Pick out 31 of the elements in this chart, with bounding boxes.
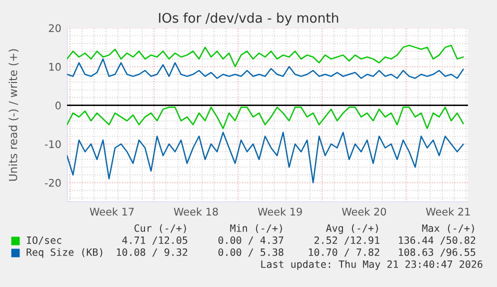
y-tick-label: 0 — [56, 102, 61, 110]
line-series — [67, 132, 464, 184]
text: 136.44 /50.82 — [398, 236, 476, 245]
x-tick-label: Week 20 — [342, 208, 386, 216]
text: Min (-/+) — [230, 224, 282, 234]
text: 108.63 /96.55 — [398, 248, 476, 257]
y-tick-label: 20 — [48, 24, 61, 32]
text: 10.08 / 9.32 — [116, 248, 188, 257]
text: Last update: Thu May 21 23:40:47 2026 — [261, 260, 482, 270]
text: 0.00 / 5.38 — [218, 248, 284, 257]
line-series — [67, 44, 464, 68]
legend-label: Req Size (KB) — [26, 248, 102, 258]
x-tick-label: Week 19 — [258, 208, 302, 216]
x-tick-label: Week 18 — [174, 208, 218, 216]
text: Avg (-/+) — [326, 224, 378, 234]
chart-title: IOs for /dev/vda - by month — [159, 12, 338, 26]
y-tick-label: -10 — [44, 140, 61, 148]
line-series — [67, 106, 464, 130]
text: 4.71 /12.05 — [122, 236, 188, 245]
text: Cur (-/+) — [134, 224, 186, 234]
x-tick-label: Week 21 — [426, 208, 470, 216]
x-tick-label: Week 17 — [90, 208, 134, 216]
y-axis-title: Units read (-) / write (+) — [8, 49, 19, 181]
y-tick-label: -20 — [44, 178, 61, 187]
line-series — [67, 58, 464, 79]
legend-label: IO/sec — [26, 236, 62, 245]
y-tick-label: 10 — [49, 62, 61, 71]
text: 0.00 / 4.37 — [218, 236, 284, 245]
text: 10.70 / 7.82 — [308, 248, 380, 257]
text: 2.52 /12.91 — [314, 236, 380, 245]
text: Max (-/+) — [422, 224, 474, 234]
